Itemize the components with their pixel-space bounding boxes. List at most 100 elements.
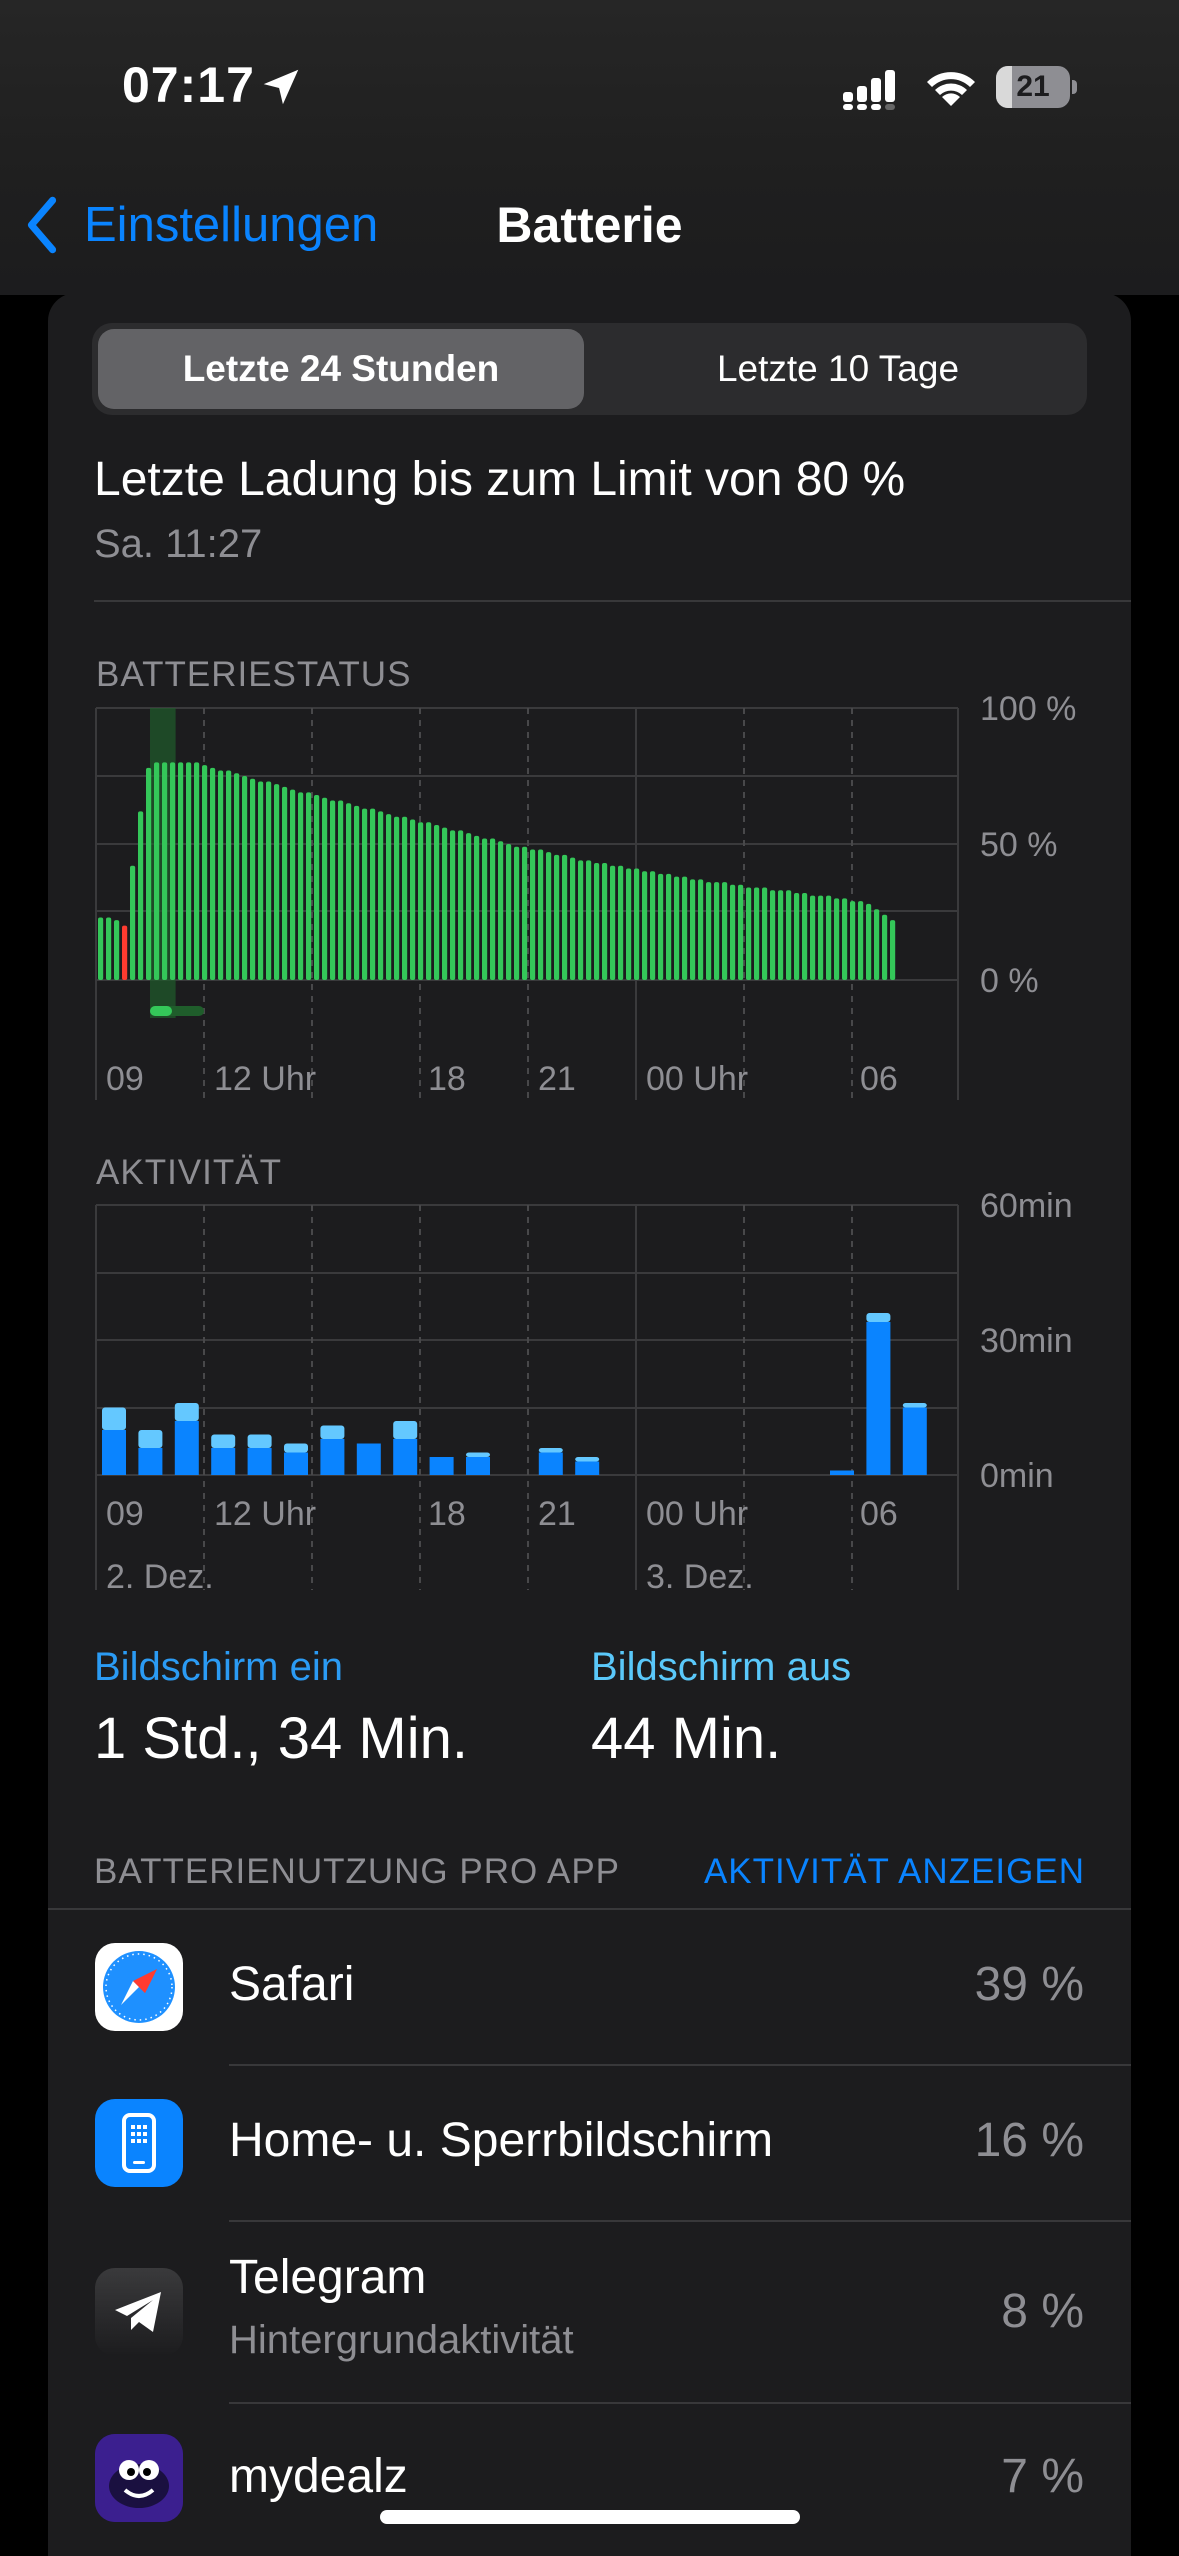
segment-last-10-days[interactable]: Letzte 10 Tage	[716, 348, 960, 389]
battery-bar	[314, 795, 320, 980]
battery-bar	[418, 822, 424, 980]
activity-bar-screen-on	[284, 1452, 308, 1475]
battery-bar	[762, 887, 768, 980]
battery-percentage: 21	[1016, 70, 1050, 103]
battery-bar	[546, 852, 552, 980]
divider	[48, 1908, 1131, 1910]
battery-bar	[378, 811, 384, 980]
battery-bar	[698, 879, 704, 980]
date-label: 2. Dez.	[106, 1558, 214, 1596]
battery-bar	[106, 917, 112, 980]
x-tick-label: 09	[106, 1060, 144, 1098]
battery-bar	[586, 860, 592, 980]
home-indicator[interactable]	[380, 2510, 800, 2524]
activity-bar-screen-off	[102, 1407, 126, 1430]
screen-off-value: 44 Min.	[591, 1706, 782, 1771]
x-tick-label: 21	[538, 1495, 576, 1533]
battery-bar	[730, 884, 736, 980]
activity-bar-screen-off	[466, 1452, 490, 1457]
divider	[94, 600, 1131, 602]
battery-bar	[826, 895, 832, 980]
y-tick-label: 0 %	[980, 962, 1039, 1000]
battery-status-icon: 21	[996, 66, 1077, 108]
status-time: 07:17	[122, 57, 255, 113]
battery-bar	[402, 816, 408, 980]
battery-bar	[154, 762, 160, 980]
battery-bar	[338, 800, 344, 980]
battery-bar	[194, 762, 200, 980]
battery-bar	[162, 762, 168, 980]
activity-bar-screen-on	[466, 1457, 490, 1475]
app-row-home-lock-screen[interactable]: Home- u. Sperrbildschirm 16 %	[48, 2066, 1131, 2220]
x-tick-label: 18	[428, 1495, 466, 1533]
battery-bar	[634, 868, 640, 980]
activity-bar-screen-on	[538, 1452, 563, 1475]
battery-bar	[138, 811, 144, 980]
show-activity-link[interactable]: AKTIVITÄT ANZEIGEN	[703, 1852, 1085, 1891]
battery-bar	[362, 808, 368, 980]
battery-bar	[690, 879, 696, 980]
activity-bar-screen-off	[284, 1443, 308, 1453]
page-title: Batterie	[496, 197, 683, 253]
back-button-label: Einstellungen	[84, 198, 379, 252]
battery-bar	[442, 827, 448, 980]
battery-bar	[306, 792, 312, 980]
safari-icon	[95, 1943, 183, 2031]
battery-bar	[186, 762, 192, 980]
app-row-telegram[interactable]: Telegram Hintergrundaktivität 8 %	[48, 2222, 1131, 2402]
battery-bar	[874, 909, 880, 980]
app-row-safari[interactable]: Safari 39 %	[48, 1910, 1131, 2064]
battery-bar	[250, 778, 256, 980]
battery-bar	[178, 762, 184, 980]
divider	[229, 2064, 1131, 2066]
activity-bar-screen-on	[138, 1448, 163, 1475]
y-tick-label: 30min	[980, 1322, 1073, 1360]
battery-bar	[202, 765, 208, 980]
battery-bar	[146, 767, 152, 980]
battery-bar	[578, 860, 584, 980]
activity-bar-screen-on	[102, 1430, 126, 1475]
segment-last-24-hours[interactable]: Letzte 24 Stunden	[98, 329, 584, 409]
battery-bar	[810, 895, 816, 980]
battery-bar	[354, 805, 360, 980]
battery-bar	[626, 868, 632, 980]
battery-bar	[290, 789, 296, 980]
activity-bar-screen-on	[902, 1407, 927, 1475]
activity-bar-screen-on	[830, 1470, 854, 1475]
battery-bar	[322, 797, 328, 980]
battery-bar	[258, 781, 264, 980]
activity-bar-screen-on	[356, 1443, 381, 1475]
activity-bar-screen-on	[247, 1448, 272, 1475]
battery-bar	[474, 835, 480, 980]
battery-bar	[538, 849, 544, 980]
battery-bar	[394, 816, 400, 980]
battery-bar	[410, 819, 416, 980]
activity-bar-screen-off	[866, 1313, 891, 1322]
battery-bar	[514, 846, 520, 980]
battery-bar	[490, 838, 496, 980]
battery-bar	[426, 822, 432, 980]
battery-bar	[530, 849, 536, 980]
battery-bar	[386, 814, 392, 980]
chevron-left-icon	[27, 196, 57, 254]
battery-bar	[850, 901, 856, 980]
battery-bar	[650, 871, 656, 980]
battery-card	[48, 293, 1131, 2556]
location-arrow-icon	[263, 69, 299, 105]
app-name: Home- u. Sperrbildschirm	[229, 2114, 774, 2167]
battery-bar	[642, 871, 648, 980]
app-name: mydealz	[229, 2450, 408, 2503]
battery-bar	[778, 890, 784, 980]
battery-bar	[506, 844, 512, 980]
back-button[interactable]: Einstellungen	[22, 190, 378, 260]
battery-bar	[298, 792, 304, 980]
battery-bar	[218, 770, 224, 980]
telegram-icon	[95, 2268, 183, 2356]
battery-bar	[562, 854, 568, 980]
app-row-mydealz[interactable]: mydealz 7 %	[48, 2404, 1131, 2556]
activity-bar-screen-on	[866, 1322, 891, 1475]
activity-title: AKTIVITÄT	[96, 1153, 282, 1192]
activity-bar-screen-on	[211, 1448, 236, 1475]
